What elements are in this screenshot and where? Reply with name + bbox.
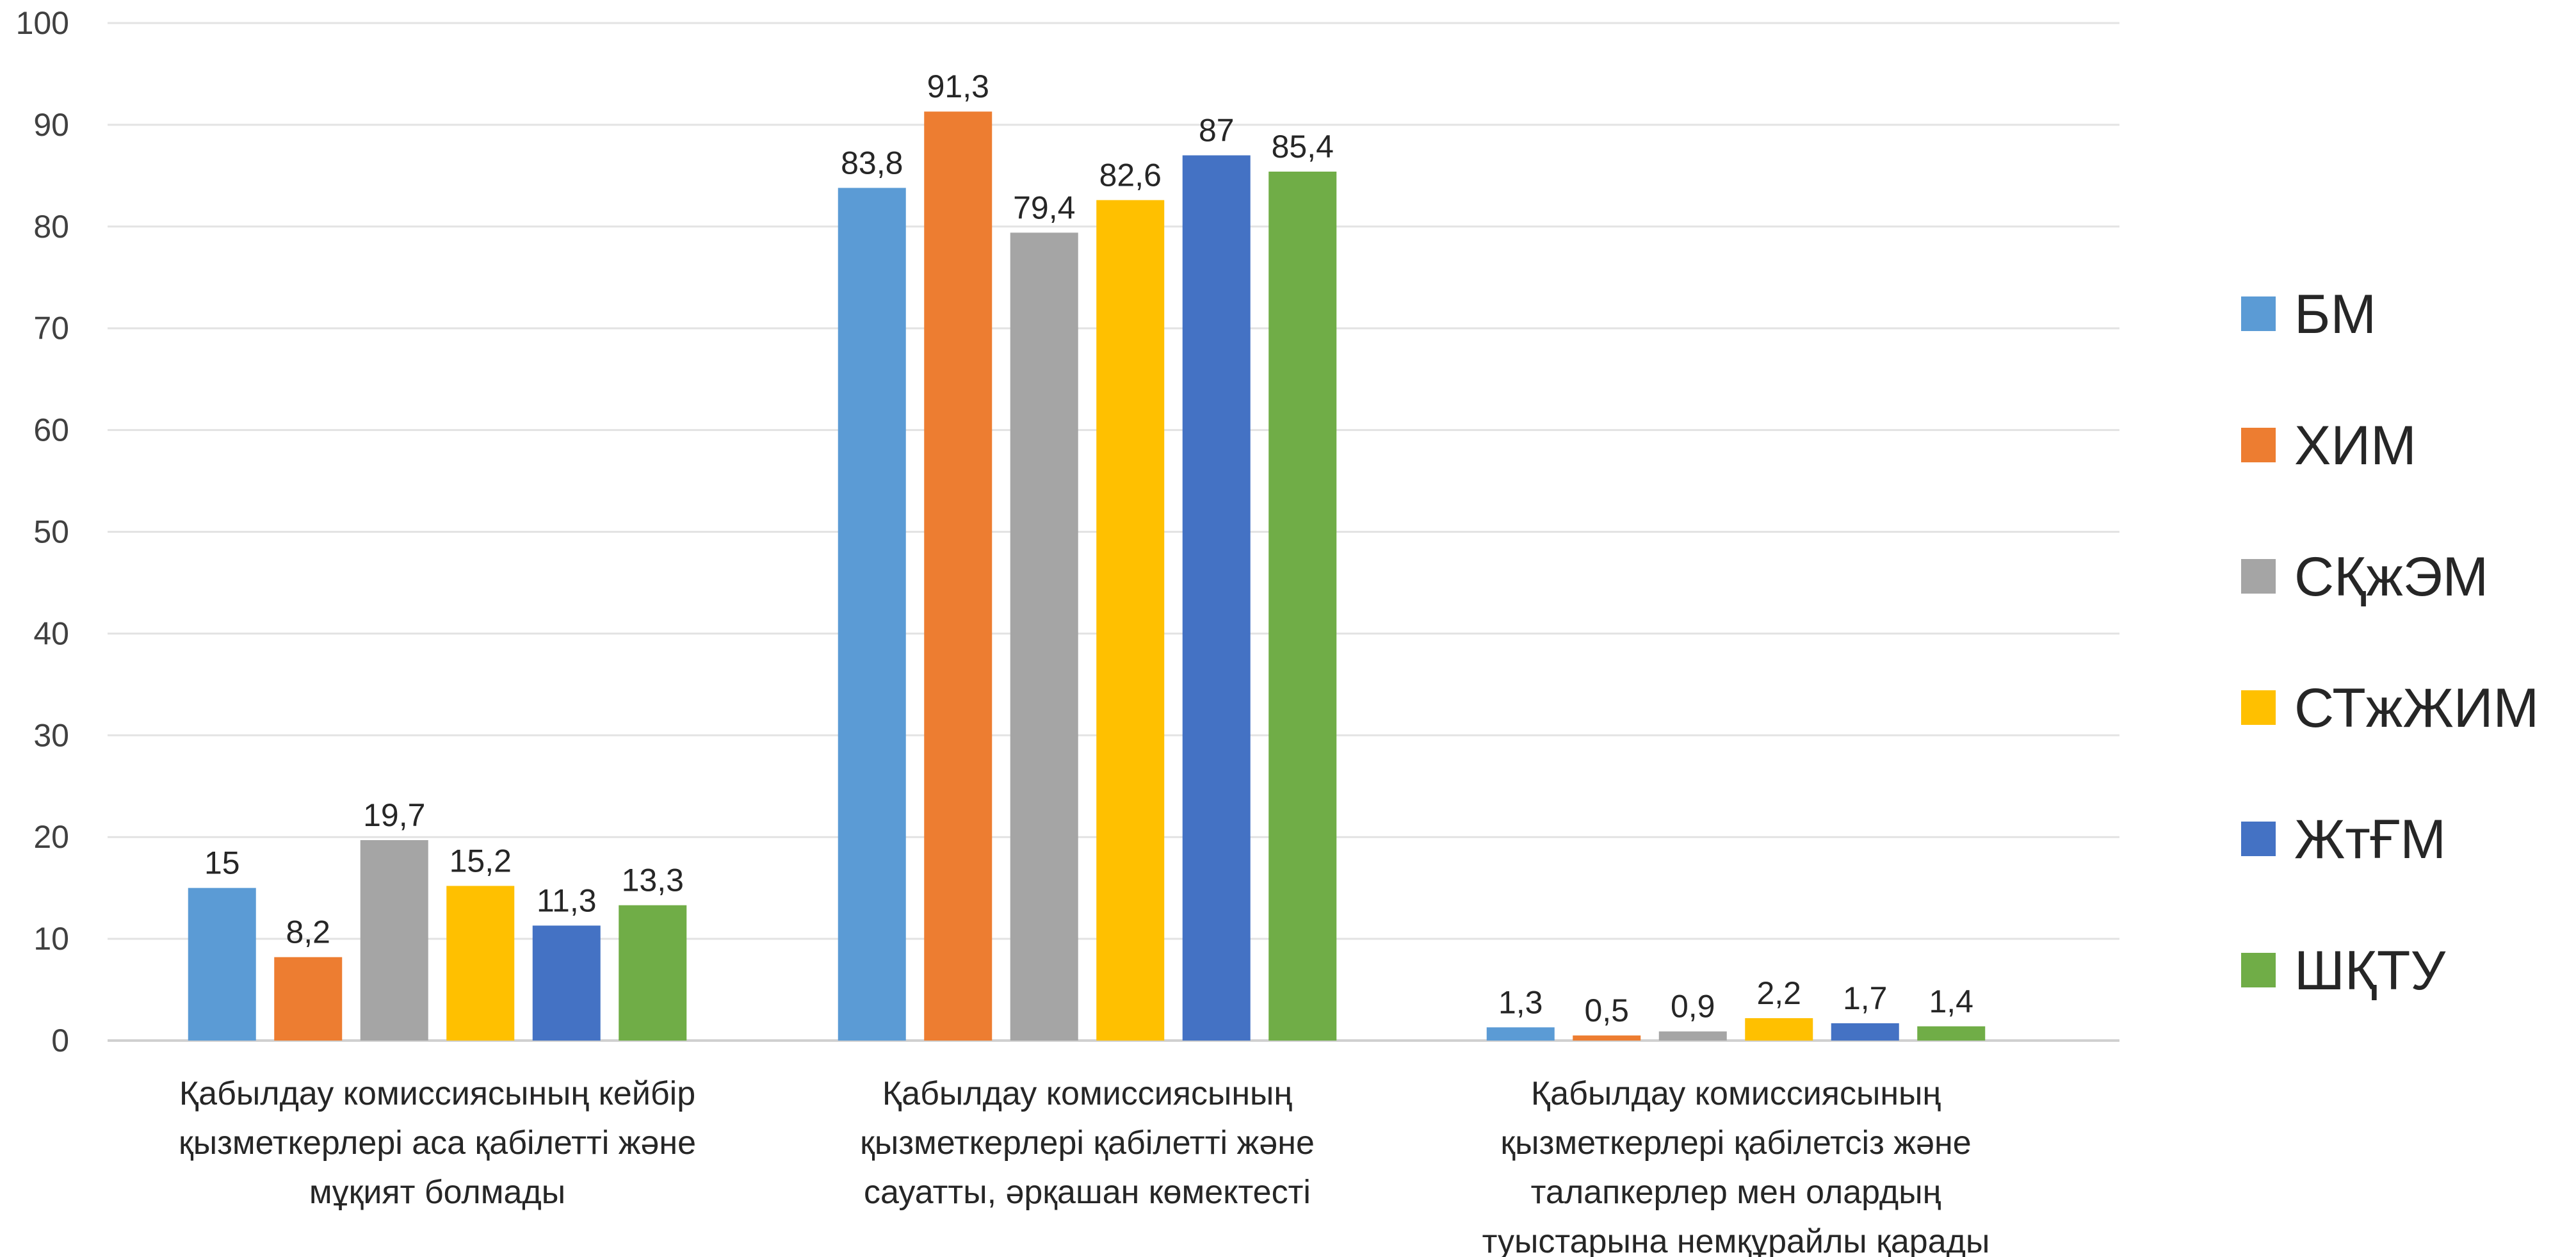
- data-label: 83,8: [841, 145, 903, 181]
- legend-label: ШҚТУ: [2294, 940, 2446, 1002]
- legend-swatch: [2241, 296, 2276, 331]
- y-tick-label: 100: [16, 5, 69, 41]
- data-label: 11,3: [537, 882, 597, 918]
- data-label: 15,2: [450, 843, 512, 879]
- bar: [1573, 1035, 1641, 1041]
- bar: [1010, 232, 1078, 1041]
- bar: [532, 925, 601, 1041]
- data-label: 13,3: [622, 863, 684, 898]
- y-tick-label: 80: [33, 209, 69, 245]
- data-label: 85,4: [1272, 129, 1334, 165]
- y-tick-label: 60: [33, 412, 69, 448]
- x-category-label: Қабылдау комиссиясының қызметкерлері қабі…: [1482, 1075, 1990, 1257]
- data-label: 1,7: [1843, 980, 1888, 1016]
- bar: [446, 886, 515, 1041]
- data-label: 15: [204, 845, 240, 881]
- bar: [1745, 1018, 1813, 1041]
- y-tick-label: 50: [33, 514, 69, 550]
- data-label: 87: [1199, 113, 1235, 149]
- data-label: 79,4: [1013, 190, 1075, 225]
- data-label: 91,3: [927, 69, 989, 104]
- bar: [1182, 155, 1251, 1041]
- legend-swatch: [2241, 690, 2276, 725]
- data-label: 0,5: [1584, 993, 1629, 1028]
- bar: [274, 957, 343, 1041]
- bar: [1268, 171, 1337, 1041]
- y-tick-label: 0: [51, 1023, 69, 1058]
- y-tick-label: 10: [33, 921, 69, 957]
- legend-label: СТжЖИМ: [2294, 677, 2539, 739]
- legend-label: ХИМ: [2294, 415, 2417, 476]
- bar: [360, 839, 428, 1041]
- x-category-label: Қабылдау комиссиясының кейбір қызметкерле…: [179, 1075, 696, 1211]
- y-tick-label: 70: [33, 311, 69, 346]
- legend-label: ЖтҒМ: [2294, 809, 2446, 870]
- data-label: 82,6: [1099, 157, 1162, 193]
- data-label: 1,4: [1929, 984, 1973, 1019]
- legend-swatch: [2241, 559, 2276, 594]
- y-axis-ticks: 0 10 20 30 40 50 60 70 80 90 100: [16, 5, 69, 1058]
- bar: [619, 905, 687, 1041]
- bar: [1096, 200, 1165, 1041]
- legend-label: БМ: [2294, 284, 2376, 345]
- bar: [1486, 1027, 1555, 1041]
- data-labels: 15 83,8 1,3 8,2 91,3 0,5 19,7 79,4 0,9 15,2 82,6 2,…: [204, 69, 1973, 1028]
- x-category-label: Қабылдау комиссиясының қызметкерлері қабі…: [860, 1075, 1315, 1211]
- bars: [188, 111, 1986, 1041]
- y-tick-label: 40: [33, 615, 69, 651]
- bar: [1658, 1031, 1727, 1041]
- legend-label: СҚжЭМ: [2294, 546, 2488, 608]
- bar: [188, 888, 256, 1041]
- legend: БМ ХИМ СҚжЭМ СТжЖИМ ЖтҒМ ШҚТУ: [2241, 284, 2539, 1002]
- data-label: 8,2: [286, 914, 330, 950]
- legend-swatch: [2241, 428, 2276, 462]
- bar: [924, 111, 992, 1041]
- y-tick-label: 30: [33, 717, 69, 753]
- data-label: 2,2: [1756, 975, 1801, 1011]
- data-label: 19,7: [363, 797, 425, 833]
- legend-swatch: [2241, 953, 2276, 987]
- bar: [1831, 1023, 1899, 1041]
- data-label: 0,9: [1671, 989, 1715, 1025]
- x-axis-categories: Қабылдау комиссиясының кейбір қызметкерле…: [179, 1075, 1989, 1257]
- data-label: 1,3: [1498, 984, 1543, 1020]
- bar: [838, 188, 906, 1041]
- bar: [1917, 1026, 1986, 1041]
- y-tick-label: 90: [33, 107, 69, 143]
- y-tick-label: 20: [33, 819, 69, 855]
- legend-swatch: [2241, 822, 2276, 856]
